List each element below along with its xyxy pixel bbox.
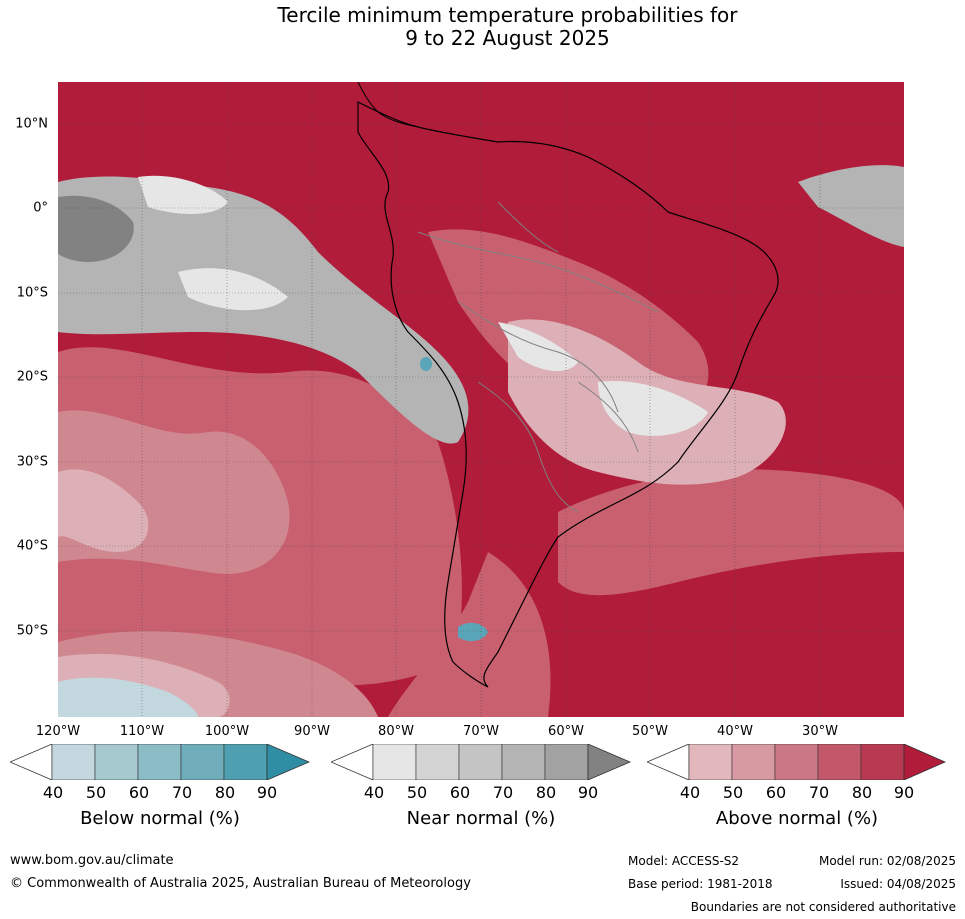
colorbar-below-tick-50: 50 (85, 783, 107, 802)
colorbar-near-tick-50: 50 (406, 783, 428, 802)
chart-title: Tercile minimum temperature probabilitie… (0, 4, 965, 50)
colorbar-above-label: Above normal (%) (715, 808, 879, 829)
lon-label-90w: 90°W (294, 724, 330, 739)
lat-label-10s: 10°S (16, 285, 48, 301)
lon-label-40w: 40°W (717, 724, 753, 739)
lat-label-30s: 30°S (16, 454, 48, 470)
lat-label-10n: 10°N (15, 116, 48, 132)
colorbar-above-tick-80: 80 (851, 783, 873, 802)
colorbar-above-normal (647, 744, 947, 780)
colorbar-above-tick-50: 50 (722, 783, 744, 802)
country-borders (417, 201, 659, 513)
lat-label-0: 0° (33, 200, 48, 216)
footer-model: Model: ACCESS-S2 (628, 854, 740, 868)
colorbar-near-tick-70: 70 (492, 783, 514, 802)
lon-label-60w: 60°W (548, 724, 584, 739)
lat-label-50s: 50°S (16, 623, 48, 639)
lat-label-40s: 40°S (16, 538, 48, 554)
colorbar-near-tick-90: 90 (577, 783, 599, 802)
below-normal-spot-peru (420, 357, 432, 371)
footer-website[interactable]: www.bom.gov.au/climate (10, 853, 174, 868)
colorbar-below-label: Below normal (%) (80, 808, 240, 829)
lon-label-70w: 70°W (463, 724, 499, 739)
colorbar-near-tick-80: 80 (535, 783, 557, 802)
near-normal-light-region-pacific (138, 175, 228, 214)
near-normal-light-region-andes (498, 322, 578, 372)
footer-disclaimer: Boundaries are not considered authoritat… (690, 900, 956, 914)
footer-model-run: Model run: 02/08/2025 (818, 854, 956, 868)
title-line-1: Tercile minimum temperature probabilitie… (277, 3, 738, 27)
footer-copyright: © Commonwealth of Australia 2025, Austra… (10, 876, 471, 891)
colorbar-near-tick-40: 40 (363, 783, 385, 802)
colorbar-above-tick-90: 90 (893, 783, 915, 802)
colorbar-near-normal-swatches (331, 744, 631, 780)
footer-issued: Issued: 04/08/2025 (840, 877, 956, 891)
colorbar-near-tick-60: 60 (449, 783, 471, 802)
colorbar-below-tick-80: 80 (214, 783, 236, 802)
above-50-region-southpacific (58, 469, 149, 552)
colorbar-above-tick-40: 40 (679, 783, 701, 802)
colorbar-below-tick-90: 90 (256, 783, 278, 802)
map-gridlines (58, 82, 904, 717)
above-70-region-southatlantic (558, 469, 904, 596)
lon-label-30w: 30°W (802, 724, 838, 739)
near-normal-light-region-brazil (598, 381, 708, 436)
colorbar-above-tick-70: 70 (808, 783, 830, 802)
colorbar-below-tick-70: 70 (171, 783, 193, 802)
lon-label-110w: 110°W (119, 724, 165, 739)
lon-label-80w: 80°W (378, 724, 414, 739)
lat-label-20s: 20°S (16, 369, 48, 385)
colorbar-above-tick-60: 60 (765, 783, 787, 802)
colorbar-above-normal-swatches (647, 744, 946, 780)
footer-base-period: Base period: 1981-2018 (628, 877, 773, 891)
colorbar-near-normal (331, 744, 631, 780)
colorbar-below-tick-60: 60 (128, 783, 150, 802)
near-normal-region-northeast (798, 165, 904, 247)
lon-label-50w: 50°W (632, 724, 668, 739)
colorbar-below-normal-swatches (10, 744, 310, 780)
below-normal-spot-patagonia (458, 622, 488, 642)
probability-map (58, 82, 904, 717)
near-normal-light-region-pacific-2 (178, 268, 288, 311)
below-normal-region-farsouth (58, 677, 198, 717)
colorbar-near-label: Near normal (%) (406, 808, 556, 829)
near-normal-region-pacific (58, 176, 469, 444)
lon-label-100w: 100°W (204, 724, 250, 739)
lon-label-120w: 120°W (35, 724, 81, 739)
coastline-south-america (357, 101, 779, 688)
colorbar-below-normal (10, 744, 310, 780)
colorbar-below-tick-40: 40 (42, 783, 64, 802)
title-line-2: 9 to 22 August 2025 (405, 26, 610, 50)
coastline-central-america (357, 82, 419, 128)
near-normal-dark-region-pacific (58, 195, 134, 262)
